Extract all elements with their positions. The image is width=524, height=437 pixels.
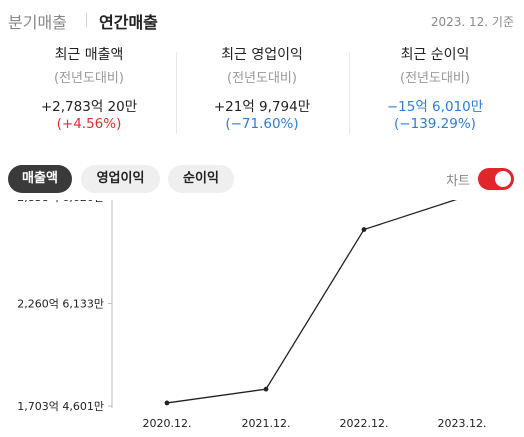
chip-operating-profit[interactable]: 영업이익	[81, 165, 160, 193]
metric-net-income: 최근 순이익 (전년도대비) −15억 6,010만 (−139.29%)	[348, 44, 522, 134]
metric-subtitle: (전년도대비)	[54, 71, 124, 86]
metric-subtitle: (전년도대비)	[227, 71, 297, 86]
y-tick-label: 1,703억 4,601만	[17, 400, 104, 413]
x-tick-label: 2021.12.	[242, 417, 291, 430]
chip-net-income[interactable]: 순이익	[168, 165, 234, 193]
chart-toggle-label: 차트	[446, 174, 470, 189]
metric-value: +21억 9,794만	[213, 99, 311, 115]
metric-value: −15억 6,010만	[386, 99, 484, 115]
metric-title: 최근 순이익	[400, 47, 470, 63]
toggle-knob	[495, 171, 511, 187]
data-point	[164, 400, 170, 406]
top-bar: 분기매출 연간매출 2023. 12. 기준	[0, 0, 524, 40]
tab-annual-sales[interactable]: 연간매출	[99, 13, 158, 32]
sales-line-chart: 1,703억 4,601만 2,260억 6,133만 2,838억 6,620만 2…	[17, 200, 487, 430]
metric-value: +2,783억 20만	[40, 99, 138, 115]
chart-toggle-switch[interactable]	[478, 168, 514, 190]
x-tick-label: 2022.12.	[340, 417, 389, 430]
metric-title: 최근 매출액	[54, 47, 124, 63]
metric-subtitle: (전년도대비)	[400, 71, 470, 86]
data-point	[361, 227, 367, 232]
metric-title: 최근 영업이익	[221, 47, 303, 63]
x-tick-label: 2023.12.	[438, 417, 487, 430]
as-of-date: 2023. 12. 기준	[430, 15, 514, 29]
summary-metrics: 최근 매출액 (전년도대비) +2,783억 20만 (+4.56%) 최근 영…	[0, 44, 524, 144]
metric-change: (−71.60%)	[225, 116, 299, 132]
y-tick-label: 2,838억 6,620만	[17, 200, 104, 204]
x-tick-label: 2020.12.	[143, 417, 192, 430]
metric-divider	[176, 52, 177, 134]
tab-divider	[86, 13, 87, 27]
metric-sales: 최근 매출액 (전년도대비) +2,783억 20만 (+4.56%)	[2, 44, 176, 134]
chip-sales[interactable]: 매출액	[8, 165, 72, 193]
metric-divider	[349, 52, 350, 134]
metric-change: (−139.29%)	[394, 116, 476, 132]
metric-operating-profit: 최근 영업이익 (전년도대비) +21억 9,794만 (−71.60%)	[175, 44, 349, 134]
sales-series-line	[166, 200, 457, 404]
tab-quarterly-sales[interactable]: 분기매출	[8, 13, 67, 32]
y-tick-label: 2,260억 6,133만	[17, 297, 104, 310]
metric-change: (+4.56%)	[56, 116, 122, 132]
data-point	[263, 386, 269, 392]
